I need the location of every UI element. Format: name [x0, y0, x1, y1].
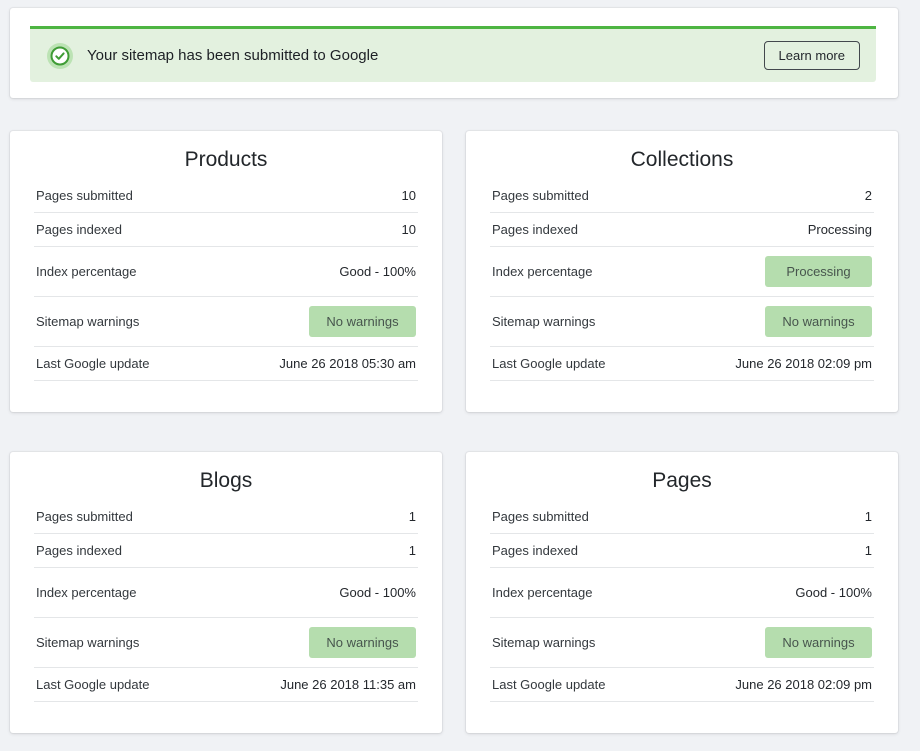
stat-label: Last Google update	[492, 356, 606, 371]
stat-row-sitemap-warnings: Sitemap warnings No warnings	[34, 297, 418, 347]
stat-row-index-percentage: Index percentage Good - 100%	[34, 247, 418, 297]
stat-label: Pages submitted	[36, 188, 133, 203]
sitemap-banner-card: Your sitemap has been submitted to Googl…	[10, 8, 898, 98]
products-card: Products Pages submitted 10 Pages indexe…	[10, 131, 442, 412]
blogs-card: Blogs Pages submitted 1 Pages indexed 1 …	[10, 452, 442, 733]
stat-label: Index percentage	[492, 264, 593, 279]
card-title-collections: Collections	[630, 148, 734, 171]
stat-row-index-percentage: Index percentage Processing	[490, 247, 874, 297]
page: Your sitemap has been submitted to Googl…	[10, 8, 898, 733]
stat-value: Good - 100%	[339, 264, 416, 279]
stat-label: Pages indexed	[36, 543, 123, 558]
stat-label: Sitemap warnings	[492, 635, 596, 650]
check-circle-icon	[46, 42, 74, 70]
stat-label: Sitemap warnings	[36, 635, 140, 650]
stat-row-pages-submitted: Pages submitted 1	[34, 500, 418, 534]
stat-label: Index percentage	[36, 264, 137, 279]
stat-row-pages-indexed: Pages indexed 1	[490, 534, 874, 568]
stat-label: Pages indexed	[492, 543, 579, 558]
status-badge: No warnings	[309, 306, 416, 337]
stat-value: Good - 100%	[795, 585, 872, 600]
stat-value: 10	[401, 188, 416, 203]
stat-label: Pages submitted	[36, 509, 133, 524]
stat-row-last-google-update: Last Google update June 26 2018 11:35 am	[34, 668, 418, 702]
stat-label: Last Google update	[492, 677, 606, 692]
stat-row-last-google-update: Last Google update June 26 2018 02:09 pm	[490, 347, 874, 381]
stat-row-sitemap-warnings: Sitemap warnings No warnings	[34, 618, 418, 668]
card-title-blogs: Blogs	[199, 469, 253, 492]
status-badge: No warnings	[309, 627, 416, 658]
stat-value: 1	[864, 509, 872, 524]
banner-message: Your sitemap has been submitted to Googl…	[87, 47, 379, 64]
stat-label: Pages indexed	[492, 222, 579, 237]
stat-row-pages-indexed: Pages indexed 10	[34, 213, 418, 247]
status-badge: Processing	[765, 256, 872, 287]
stat-label: Index percentage	[36, 585, 137, 600]
card-title-pages: Pages	[652, 469, 712, 492]
stat-row-sitemap-warnings: Sitemap warnings No warnings	[490, 618, 874, 668]
stats-grid: Products Pages submitted 10 Pages indexe…	[10, 131, 898, 733]
stat-value: Good - 100%	[339, 585, 416, 600]
status-badge: No warnings	[765, 306, 872, 337]
stat-label: Last Google update	[36, 677, 150, 692]
stat-row-last-google-update: Last Google update June 26 2018 02:09 pm	[490, 668, 874, 702]
stat-row-index-percentage: Index percentage Good - 100%	[34, 568, 418, 618]
stat-label: Pages submitted	[492, 188, 589, 203]
stat-row-index-percentage: Index percentage Good - 100%	[490, 568, 874, 618]
stat-label: Pages indexed	[36, 222, 123, 237]
stat-value: June 26 2018 11:35 am	[280, 677, 416, 692]
collections-card: Collections Pages submitted 2 Pages inde…	[466, 131, 898, 412]
stat-value: June 26 2018 02:09 pm	[735, 356, 872, 371]
stat-label: Sitemap warnings	[36, 314, 140, 329]
stat-value: June 26 2018 02:09 pm	[735, 677, 872, 692]
stat-row-last-google-update: Last Google update June 26 2018 05:30 am	[34, 347, 418, 381]
success-banner: Your sitemap has been submitted to Googl…	[30, 26, 876, 82]
stat-value: 1	[864, 543, 872, 558]
stat-value: June 26 2018 05:30 am	[279, 356, 416, 371]
card-title-products: Products	[184, 148, 268, 171]
pages-card: Pages Pages submitted 1 Pages indexed 1 …	[466, 452, 898, 733]
stat-value: 1	[408, 509, 416, 524]
stat-row-sitemap-warnings: Sitemap warnings No warnings	[490, 297, 874, 347]
learn-more-button[interactable]: Learn more	[763, 41, 860, 70]
stat-value: 10	[401, 222, 416, 237]
stat-label: Index percentage	[492, 585, 593, 600]
stat-row-pages-submitted: Pages submitted 1	[490, 500, 874, 534]
status-badge: No warnings	[765, 627, 872, 658]
stat-row-pages-submitted: Pages submitted 10	[34, 179, 418, 213]
stat-value: 2	[864, 188, 872, 203]
stat-label: Last Google update	[36, 356, 150, 371]
stat-row-pages-indexed: Pages indexed Processing	[490, 213, 874, 247]
stat-label: Sitemap warnings	[492, 314, 596, 329]
stat-value: 1	[408, 543, 416, 558]
stat-label: Pages submitted	[492, 509, 589, 524]
stat-row-pages-indexed: Pages indexed 1	[34, 534, 418, 568]
stat-row-pages-submitted: Pages submitted 2	[490, 179, 874, 213]
stat-value: Processing	[807, 222, 872, 237]
